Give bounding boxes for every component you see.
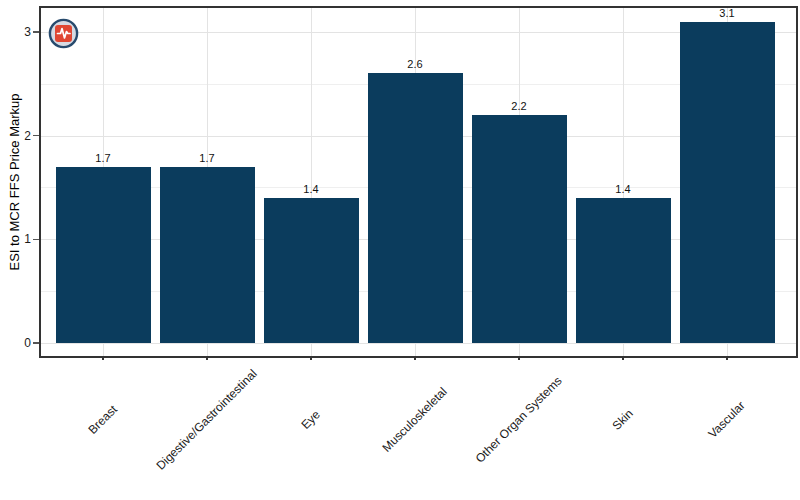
bar [368,73,463,343]
bar [56,167,151,343]
y-axis-tick-label: 1 [0,233,31,245]
y-axis-tick [33,342,39,344]
bar [472,115,567,343]
y-axis-tick [33,135,39,137]
gridline-major [41,343,796,344]
y-axis-tick-label: 3 [0,26,31,38]
x-axis-tick-label: Vascular [706,399,748,441]
bar [680,22,775,343]
x-axis-tick [414,356,416,360]
bar [160,167,255,343]
x-axis-tick-label: Skin [610,407,636,433]
bar-value-label: 2.2 [489,101,549,112]
x-axis-tick-label: Digestive/Gastrointestinal [154,367,259,472]
x-axis-tick-label: Eye [299,408,323,432]
bar-value-label: 1.4 [281,184,341,195]
health-pulse-badge-icon [48,18,79,49]
y-axis-tick-label: 0 [0,337,31,349]
bar-value-label: 2.6 [385,59,445,70]
bar-value-label: 1.4 [593,184,653,195]
x-axis-tick [622,356,624,360]
plot-panel: 1.7 1.7 1.4 2.6 2.2 1.4 3.1 [39,6,798,358]
x-axis-tick [310,356,312,360]
y-axis-tick-label: 2 [0,130,31,142]
bar [264,198,359,343]
x-axis-tick-label: Musculoskeletal [380,385,450,455]
x-axis-tick-label: Other Organ Systems [473,374,564,465]
x-axis-tick [726,356,728,360]
bar-value-label: 3.1 [697,8,757,19]
bar-chart: ESI to MCR FFS Price Markup 1.71.71.42.6… [0,0,800,500]
x-axis-tick [518,356,520,360]
bar-value-label: 1.7 [177,153,237,164]
y-axis-tick [33,239,39,241]
x-axis-tick [206,356,208,360]
y-axis-tick [33,31,39,33]
x-axis-tick [102,356,104,360]
bar [576,198,671,343]
x-axis-tick-label: Breast [86,403,120,437]
bar-value-label: 1.7 [73,153,133,164]
